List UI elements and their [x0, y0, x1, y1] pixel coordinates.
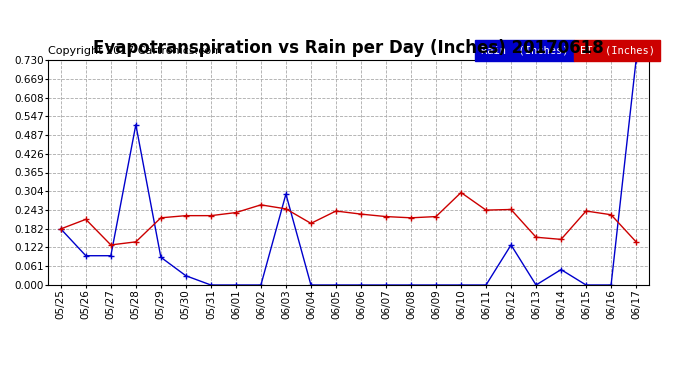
- Text: Rain  (Inches): Rain (Inches): [480, 45, 568, 56]
- Text: ET  (Inches): ET (Inches): [580, 45, 655, 56]
- Text: Copyright 2017 Cartronics.com: Copyright 2017 Cartronics.com: [48, 45, 222, 56]
- Title: Evapotranspiration vs Rain per Day (Inches) 20170618: Evapotranspiration vs Rain per Day (Inch…: [93, 39, 604, 57]
